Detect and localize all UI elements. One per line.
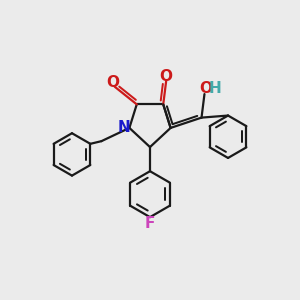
Text: O: O (200, 81, 212, 96)
Text: F: F (145, 216, 155, 231)
Text: H: H (208, 81, 221, 96)
Text: N: N (118, 120, 130, 135)
Text: O: O (160, 69, 173, 84)
Text: O: O (107, 75, 120, 90)
